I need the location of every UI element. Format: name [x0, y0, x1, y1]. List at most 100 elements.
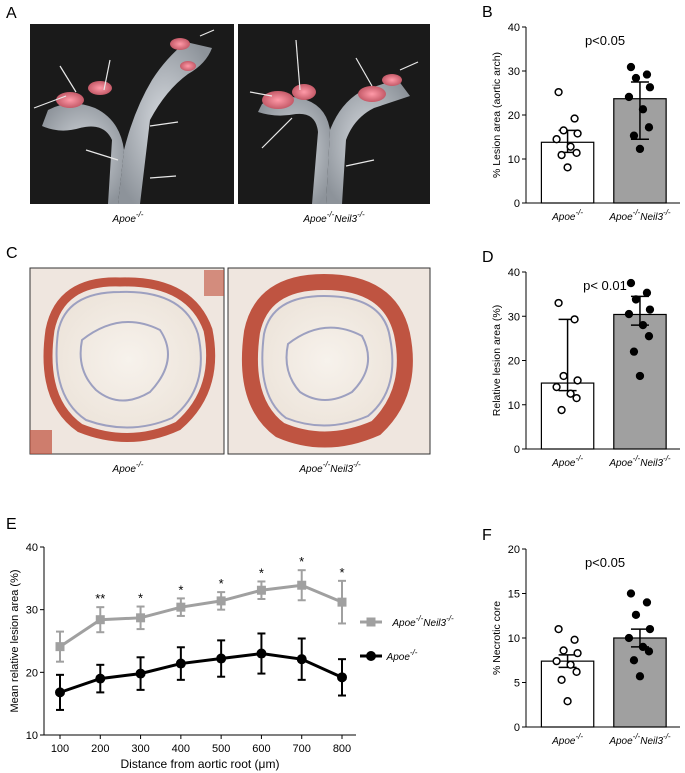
- y-tick-label: 40: [508, 22, 520, 34]
- significance-star: *: [339, 565, 344, 580]
- panel-a: A: [6, 5, 430, 225]
- legend-marker-circle: [366, 651, 376, 661]
- y-tick-label: 10: [508, 154, 520, 166]
- data-point: [631, 610, 641, 620]
- data-point: [645, 624, 655, 634]
- chart-e: E 10 20 30 40 100 200 300 400 500 600 700 800 Distanc…: [6, 516, 454, 771]
- data-point: [645, 83, 655, 92]
- data-point-square: [297, 580, 307, 590]
- x-tick-label: 600: [252, 743, 270, 755]
- data-point: [557, 405, 566, 415]
- histology-image-apoe-neil3: [227, 267, 431, 455]
- x-tick-label: 500: [212, 743, 230, 755]
- data-point: [624, 309, 634, 319]
- data-point: [573, 129, 582, 138]
- data-point: [566, 389, 575, 398]
- data-point: [629, 656, 639, 665]
- data-point: [573, 376, 582, 385]
- series-line-apoe: [59, 652, 343, 694]
- panel-letter-e: E: [6, 516, 17, 533]
- bar-apoe-neil3: [613, 637, 667, 728]
- aorta-image-apoe: [33, 29, 215, 204]
- x-tick-label: 400: [172, 743, 190, 755]
- y-tick-label: 15: [508, 589, 520, 601]
- category-label-apoe: Apoe-/-: [551, 732, 583, 747]
- data-point: [572, 667, 581, 676]
- data-point: [644, 647, 654, 656]
- panel-a-label-apoe: Apoe-/-: [112, 210, 144, 225]
- y-tick-label: 20: [508, 544, 520, 556]
- data-point-square: [216, 596, 226, 606]
- y-tick-label: 20: [508, 356, 520, 368]
- panel-letter-b: B: [482, 4, 493, 21]
- significance-star: *: [138, 591, 143, 606]
- data-point: [631, 73, 641, 83]
- data-point-circle: [337, 672, 347, 683]
- panel-letter-a: A: [6, 5, 17, 22]
- y-tick-label: 0: [514, 722, 520, 734]
- panel-c-label-apoe-neil3: Apoe-/-Neil3-/-: [298, 460, 361, 475]
- data-point-square: [55, 642, 65, 652]
- y-axis-label: Relative lesion area (%): [491, 305, 503, 416]
- data-point: [631, 295, 641, 304]
- significance-star: *: [219, 576, 224, 591]
- data-point: [559, 646, 568, 655]
- data-point-circle: [95, 673, 106, 684]
- y-axis-label: % Necrotic core: [491, 601, 503, 675]
- legend-marker-square: [366, 617, 376, 627]
- data-point: [624, 92, 634, 102]
- x-tick-label: 700: [293, 743, 311, 755]
- data-point: [644, 332, 654, 341]
- significance-star: **: [95, 591, 105, 606]
- category-label-apoe: Apoe-/-: [551, 208, 583, 223]
- legend-label-apoe-neil3: Apoe-/-Neil3-/-: [391, 614, 454, 629]
- y-axis-label: % Lesion area (aortic arch): [491, 52, 503, 178]
- x-tick-label: 300: [131, 743, 149, 755]
- y-tick-label: 30: [508, 66, 520, 78]
- data-point: [635, 144, 645, 154]
- x-tick-label: 800: [333, 743, 351, 755]
- y-tick-label: 10: [508, 400, 520, 412]
- data-point: [626, 589, 636, 598]
- data-point: [638, 320, 648, 330]
- x-tick-label: 200: [91, 743, 109, 755]
- data-point: [572, 393, 581, 403]
- data-point: [570, 114, 579, 123]
- data-point: [552, 656, 561, 666]
- data-point-circle: [175, 658, 186, 669]
- panel-a-label-apoe-neil3: Apoe-/-Neil3-/-: [302, 210, 365, 225]
- series-line-apoe-neil3: [59, 583, 343, 648]
- aorta-image-apoe-neil3: [249, 39, 419, 204]
- chart-b: B 0 10 20 30 40 % Lesion area (aortic arch) Apo…: [482, 4, 680, 223]
- y-axis-label: Mean relative lesion area (%): [9, 569, 21, 712]
- data-point-circle: [296, 654, 307, 665]
- data-point: [626, 278, 636, 288]
- data-point: [566, 660, 575, 669]
- data-point: [557, 675, 566, 684]
- x-tick-label: 100: [51, 743, 69, 755]
- data-point: [554, 87, 563, 97]
- data-point: [624, 633, 634, 643]
- category-label-apoe-neil3: Apoe-/-Neil3-/-: [608, 208, 671, 223]
- y-tick-label: 40: [26, 542, 38, 554]
- category-label-apoe-neil3: Apoe-/-Neil3-/-: [608, 732, 671, 747]
- data-point-circle: [216, 653, 227, 664]
- y-tick-label: 30: [508, 311, 520, 323]
- chart-d: D 0 10 20 30 40 Relative lesion area (%) Apoe-/…: [482, 249, 680, 469]
- photo-divider: [234, 24, 238, 204]
- data-point-square: [95, 615, 105, 625]
- histology-image-apoe: [29, 267, 225, 455]
- y-tick-label: 0: [514, 198, 520, 210]
- panel-letter-c: C: [6, 245, 18, 262]
- panel-letter-d: D: [482, 249, 494, 266]
- chart-f: F 0 5 10 15 20 % Necrotic core Apoe-/- Apoe-/-Ne…: [482, 527, 680, 747]
- data-point: [552, 135, 561, 144]
- data-point: [645, 305, 655, 314]
- data-point-circle: [135, 668, 146, 679]
- data-point-circle: [256, 648, 267, 659]
- bar-apoe: [540, 660, 595, 728]
- data-point: [638, 642, 648, 652]
- data-point: [638, 105, 648, 114]
- p-value-annotation: p<0.05: [585, 555, 625, 570]
